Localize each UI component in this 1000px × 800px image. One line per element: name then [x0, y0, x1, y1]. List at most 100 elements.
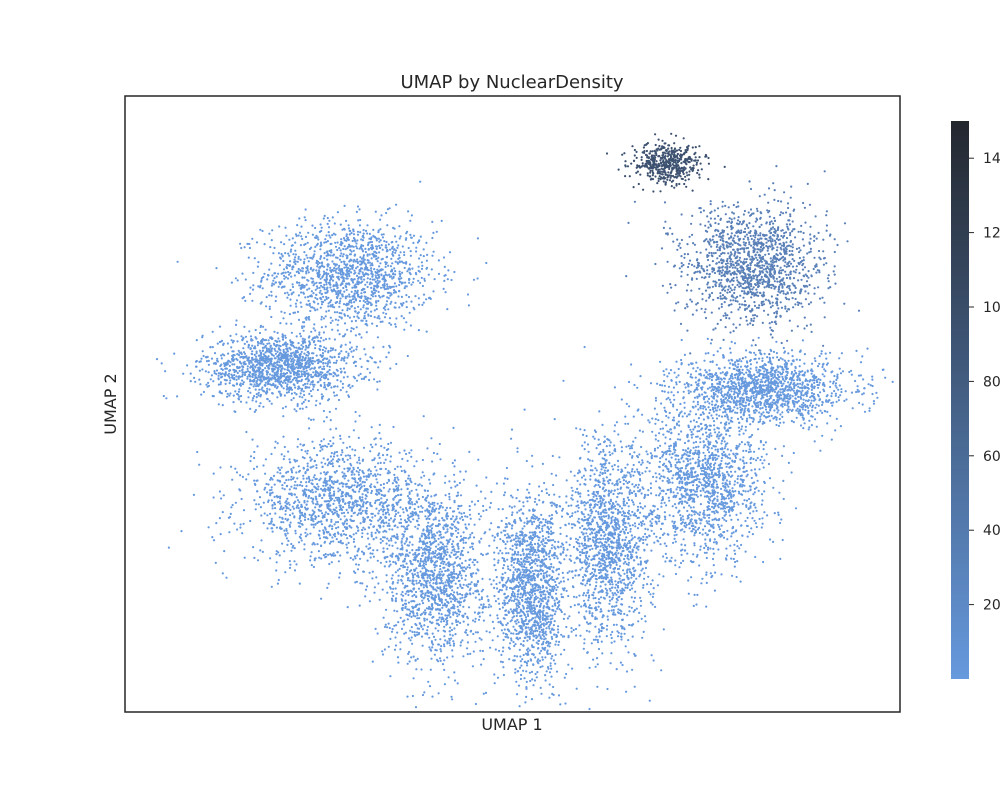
scatter-point: [341, 309, 344, 312]
scatter-point: [376, 316, 379, 319]
scatter-point: [270, 486, 273, 489]
scatter-point: [332, 253, 335, 256]
scatter-point: [412, 241, 415, 244]
scatter-point: [343, 477, 346, 480]
scatter-point: [399, 493, 402, 497]
scatter-point: [386, 481, 389, 484]
scatter-point: [426, 576, 429, 579]
scatter-point: [336, 496, 339, 499]
scatter-point: [298, 284, 301, 287]
scatter-point: [291, 268, 294, 271]
scatter-point: [311, 357, 314, 360]
scatter-point: [364, 272, 367, 275]
scatter-point: [308, 340, 311, 343]
scatter-point: [462, 478, 465, 481]
scatter-point: [426, 447, 429, 450]
scatter-point: [356, 526, 359, 529]
scatter-point: [408, 451, 411, 454]
scatter-point: [378, 431, 381, 435]
scatter-point: [380, 467, 383, 470]
scatter-point: [247, 473, 250, 476]
scatter-point: [318, 509, 321, 512]
scatter-point: [482, 603, 485, 606]
scatter-point: [422, 415, 425, 418]
scatter-point: [376, 559, 379, 562]
scatter-point: [445, 545, 448, 548]
scatter-point: [318, 331, 321, 334]
scatter-point: [375, 255, 378, 258]
scatter-point: [324, 315, 327, 318]
scatter-point: [333, 523, 336, 526]
scatter-point: [376, 481, 379, 484]
scatter-point: [338, 572, 342, 575]
scatter-point: [241, 532, 244, 535]
scatter-point: [341, 485, 344, 488]
scatter-point: [259, 395, 262, 398]
scatter-point: [382, 547, 385, 550]
scatter-point: [279, 351, 282, 354]
scatter-point: [322, 295, 325, 298]
scatter-point: [289, 298, 292, 301]
scatter-point: [398, 280, 401, 283]
scatter-point: [260, 379, 263, 382]
scatter-point: [322, 339, 325, 342]
scatter-point: [345, 508, 348, 511]
scatter-point: [356, 258, 359, 261]
scatter-point: [411, 543, 414, 546]
scatter-point: [253, 499, 256, 502]
scatter-point: [385, 250, 388, 253]
scatter-point: [294, 386, 297, 389]
scatter-point: [407, 501, 410, 504]
scatter-point: [366, 488, 369, 491]
scatter-point: [268, 268, 271, 271]
scatter-point: [278, 264, 281, 267]
scatter-point: [312, 502, 315, 505]
scatter-point: [310, 375, 313, 378]
scatter-point: [332, 540, 335, 543]
scatter-point: [413, 573, 417, 576]
scatter-point: [386, 285, 389, 288]
scatter-point: [375, 276, 378, 279]
scatter-point: [369, 443, 373, 446]
scatter-point: [221, 510, 224, 514]
scatter-point: [303, 216, 306, 219]
scatter-point: [265, 370, 268, 373]
scatter-point: [389, 294, 392, 297]
scatter-point: [351, 355, 355, 358]
scatter-point: [215, 522, 218, 525]
scatter-point: [331, 260, 334, 263]
scatter-point: [488, 528, 491, 531]
scatter-point: [450, 486, 453, 489]
scatter-point: [294, 480, 297, 483]
scatter-point: [337, 272, 340, 275]
scatter-point: [394, 249, 398, 252]
scatter-point: [357, 311, 360, 314]
scatter-point: [405, 452, 408, 456]
scatter-point: [270, 360, 273, 363]
scatter-point: [355, 274, 359, 277]
scatter-point: [466, 615, 469, 619]
scatter-point: [269, 492, 272, 495]
scatter-point: [391, 254, 395, 257]
scatter-point: [452, 426, 455, 429]
scatter-point: [281, 374, 284, 377]
scatter-point: [488, 544, 491, 547]
scatter-point: [391, 555, 394, 558]
scatter-point: [368, 378, 371, 382]
scatter-point: [417, 279, 420, 282]
scatter-point: [262, 343, 265, 346]
scatter-point: [395, 533, 399, 536]
scatter-point: [350, 350, 353, 353]
scatter-point: [316, 287, 319, 290]
scatter-point: [413, 507, 416, 511]
scatter-point: [306, 375, 309, 378]
scatter-point: [329, 361, 332, 364]
scatter-point: [352, 558, 355, 561]
scatter-point: [408, 660, 411, 663]
scatter-point: [359, 276, 362, 279]
scatter-point: [263, 272, 266, 275]
scatter-point: [228, 531, 231, 534]
scatter-point: [353, 473, 356, 476]
scatter-point: [305, 488, 308, 491]
scatter-point: [248, 371, 251, 374]
